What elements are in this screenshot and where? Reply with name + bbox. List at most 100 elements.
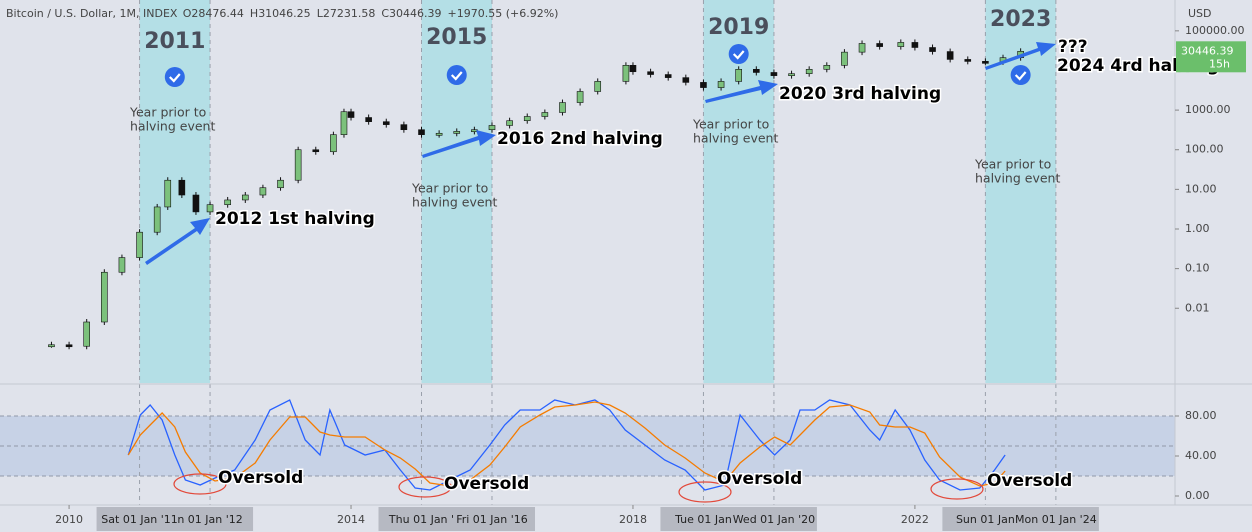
oversold-label: Oversold xyxy=(444,474,529,494)
band-note: Year prior to xyxy=(974,157,1051,172)
x-marker-box xyxy=(378,507,535,531)
candle xyxy=(241,194,249,201)
candle xyxy=(48,344,55,348)
x-marker-box xyxy=(942,507,1099,531)
candle xyxy=(559,102,566,113)
band-note: halving event xyxy=(975,171,1060,186)
arrow xyxy=(985,42,1056,70)
candle xyxy=(192,194,200,213)
ohlc-value: 27231.58 xyxy=(323,7,376,20)
check-icon xyxy=(728,44,749,64)
candle xyxy=(330,134,337,153)
band-note: halving event xyxy=(412,195,497,210)
band-year: 2023 xyxy=(990,7,1051,32)
ohlc-value: 28476.44 xyxy=(191,7,244,20)
y-tick-label: 40.00 xyxy=(1185,449,1217,462)
x-tick-label: 2010 xyxy=(55,513,83,526)
candle xyxy=(576,91,584,103)
x-tick-label: 2014 xyxy=(337,513,365,526)
price-tag-label: 30446.39 xyxy=(1181,44,1234,57)
highlight-bands xyxy=(0,0,1175,505)
candle xyxy=(83,321,90,347)
candle xyxy=(622,65,630,82)
x-marker-label: n 01 Jan '12 xyxy=(177,513,242,526)
band-note: Year prior to xyxy=(129,105,206,120)
band-note: halving event xyxy=(130,119,215,134)
candle xyxy=(153,206,161,233)
band-note: Year prior to xyxy=(411,181,488,196)
candle xyxy=(259,187,267,196)
oversold-ring xyxy=(930,478,984,500)
candle xyxy=(858,43,866,53)
ohlc-value: 31046.25 xyxy=(258,7,311,20)
ohlc-label: L xyxy=(317,7,324,20)
candle xyxy=(647,71,654,75)
candle xyxy=(876,43,883,47)
x-marker-label: Thu 01 Jan ' xyxy=(388,513,454,526)
candle xyxy=(664,74,672,78)
candle xyxy=(735,69,742,82)
check-mark xyxy=(450,71,463,81)
highlight-band xyxy=(139,0,211,383)
candle xyxy=(224,199,231,206)
ohlc-value: 30446.39 xyxy=(389,7,442,20)
check-mark xyxy=(732,50,745,60)
check-icon xyxy=(446,65,467,85)
y-tick-label: 10.00 xyxy=(1185,182,1217,195)
candle xyxy=(347,111,355,118)
x-tick-label: 2018 xyxy=(619,513,647,526)
candle xyxy=(717,81,725,88)
price-tag xyxy=(1176,41,1246,73)
candle xyxy=(294,149,302,181)
y-tick-label: 100000.00 xyxy=(1185,24,1245,37)
arrow xyxy=(145,218,210,265)
candle xyxy=(823,65,831,70)
candle xyxy=(897,42,905,47)
check-icon xyxy=(164,67,185,87)
x-marker-label: Sun 01 Jan xyxy=(956,513,1015,526)
candle xyxy=(700,82,707,88)
ohlc-label: O xyxy=(183,7,192,20)
question: ??? xyxy=(1058,37,1088,57)
arrow xyxy=(705,80,778,103)
arrow xyxy=(422,130,496,158)
candle xyxy=(506,120,513,126)
candle xyxy=(164,179,172,208)
candle xyxy=(453,131,461,134)
ohlc-label: C xyxy=(381,7,389,20)
y-tick-label: 1000.00 xyxy=(1185,103,1231,116)
oversold-label: Oversold xyxy=(218,468,303,488)
oversold-ring xyxy=(173,473,227,495)
change: +1970.55 (+6.92%) xyxy=(448,7,559,20)
y-tick-label: 100.00 xyxy=(1185,143,1224,156)
x-marker-box xyxy=(96,507,254,531)
candle xyxy=(929,47,936,52)
candle xyxy=(178,179,186,196)
candle xyxy=(312,149,320,153)
halving-label: 2012 1st halving xyxy=(215,209,375,229)
candle xyxy=(911,42,919,48)
band-note: halving event xyxy=(693,131,778,146)
stoch-line xyxy=(127,401,1006,487)
x-marker-label: Sat 01 Jan '11 xyxy=(101,513,178,526)
header: Bitcoin / U.S. Dollar, 1M, INDEX O28476.4… xyxy=(6,7,558,20)
y-tick-label: 0.10 xyxy=(1185,262,1210,275)
oversold-ring xyxy=(678,481,732,503)
stoch-line xyxy=(127,399,1006,491)
candle xyxy=(118,257,126,273)
halving-label: 2020 3rd halving xyxy=(779,84,941,104)
x-marker-box xyxy=(660,507,817,531)
candle xyxy=(594,81,602,92)
candle xyxy=(277,179,284,189)
oversold-label: Oversold xyxy=(987,471,1072,491)
countdown: 15h xyxy=(1209,57,1230,70)
y-tick-label: 0.01 xyxy=(1185,301,1210,314)
x-marker-label: Fri 01 Jan '16 xyxy=(456,513,528,526)
x-marker-label: Wed 01 Jan '20 xyxy=(733,513,815,526)
candle xyxy=(964,59,972,62)
y-tick-label: 80.00 xyxy=(1185,409,1217,422)
band-note: Year prior to xyxy=(692,117,769,132)
candle xyxy=(841,51,848,66)
highlight-band xyxy=(421,0,492,383)
